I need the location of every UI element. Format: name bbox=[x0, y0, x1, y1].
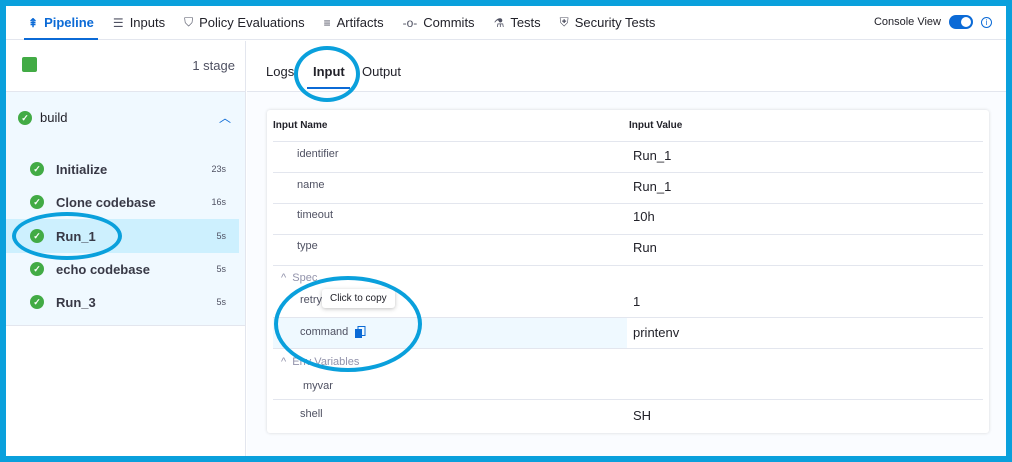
stage-count: 1 stage bbox=[192, 58, 235, 73]
check-circle-icon: ✓ bbox=[30, 162, 44, 176]
input-value: printenv bbox=[633, 325, 680, 340]
stage-header: 1 stage bbox=[6, 41, 245, 92]
tab-label: Tests bbox=[510, 15, 541, 30]
check-circle-icon: ✓ bbox=[30, 195, 44, 209]
flask-icon: ⚗ bbox=[493, 15, 505, 30]
console-view-label: Console View bbox=[873, 16, 941, 28]
tab-label: Security Tests bbox=[574, 15, 656, 30]
shield-check-icon: ⛉ bbox=[184, 15, 194, 29]
input-table: Input Name Input Value identifier Run_1 na… bbox=[267, 110, 989, 433]
console-view-control: Console View i bbox=[874, 15, 992, 29]
stage-build-header[interactable]: ✓ build bbox=[18, 110, 67, 125]
tab-tests[interactable]: ⚗ Tests bbox=[494, 6, 541, 40]
check-circle-icon: ✓ bbox=[30, 262, 44, 276]
step-name: Initialize bbox=[56, 161, 108, 177]
input-name: type bbox=[297, 240, 318, 252]
artifacts-icon: ≡ bbox=[323, 15, 331, 30]
step-echo-codebase[interactable]: ✓ echo codebase 5s bbox=[6, 252, 239, 286]
input-name: timeout bbox=[297, 209, 334, 221]
input-value: Run_1 bbox=[633, 148, 672, 163]
stage-name: build bbox=[40, 110, 68, 125]
step-duration: 23s bbox=[211, 164, 226, 174]
tab-logs[interactable]: Logs bbox=[266, 64, 295, 79]
step-name: Clone codebase bbox=[56, 194, 156, 210]
step-clone-codebase[interactable]: ✓ Clone codebase 16s bbox=[6, 185, 239, 219]
detail-tabs: Logs Input Output bbox=[247, 41, 1006, 92]
input-name: identifier bbox=[297, 148, 339, 160]
group-spec[interactable]: ^ Spec bbox=[281, 272, 317, 284]
table-row: type Run bbox=[273, 240, 983, 266]
console-view-toggle[interactable] bbox=[949, 15, 973, 29]
input-value: 1 bbox=[633, 294, 641, 309]
tab-policy-evaluations[interactable]: ⛉ Policy Evaluations bbox=[184, 6, 305, 40]
input-value: 10h bbox=[633, 209, 655, 224]
stage-build: ✓ build ︿ ✓ Initialize 23s ✓ Clone codebase 1… bbox=[6, 92, 245, 326]
step-name: echo codebase bbox=[56, 261, 150, 277]
tab-commits[interactable]: -o- Commits bbox=[403, 6, 475, 40]
step-duration: 5s bbox=[216, 297, 226, 307]
tab-security-tests[interactable]: ⛨ Security Tests bbox=[560, 6, 656, 40]
step-duration: 5s bbox=[216, 231, 226, 241]
step-initialize[interactable]: ✓ Initialize 23s bbox=[6, 152, 239, 186]
input-value: Run_1 bbox=[633, 179, 672, 194]
chevron-up-icon[interactable]: ︿ bbox=[218, 111, 231, 125]
step-name: Run_3 bbox=[56, 294, 96, 310]
table-row: name Run_1 bbox=[273, 179, 983, 204]
table-row: shell SH bbox=[273, 408, 983, 433]
annotation-circle bbox=[294, 46, 360, 102]
tab-label: Artifacts bbox=[336, 15, 384, 30]
tab-artifacts[interactable]: ≡ Artifacts bbox=[324, 6, 384, 40]
input-name: myvar bbox=[303, 380, 333, 392]
app-window: ⇞ Pipeline ☰ Inputs ⛉ Policy Evaluations ≡ A… bbox=[6, 6, 1006, 456]
step-duration: 5s bbox=[216, 264, 226, 274]
check-circle-icon: ✓ bbox=[18, 110, 32, 125]
check-circle-icon: ✓ bbox=[30, 295, 44, 309]
tab-label: Policy Evaluations bbox=[199, 15, 305, 30]
top-nav: ⇞ Pipeline ☰ Inputs ⛉ Policy Evaluations ≡ A… bbox=[6, 6, 1006, 40]
table-header: Input Name Input Value bbox=[273, 120, 983, 142]
info-icon[interactable]: i bbox=[981, 16, 992, 28]
annotation-circle bbox=[274, 276, 422, 372]
tab-label: Inputs bbox=[129, 15, 166, 30]
annotation-circle bbox=[12, 212, 122, 260]
step-run-3[interactable]: ✓ Run_3 5s bbox=[6, 285, 239, 319]
stage-sidebar: 1 stage ✓ build ︿ ✓ Initialize 23s ✓ Clone c… bbox=[6, 41, 246, 456]
column-header-value: Input Value bbox=[629, 120, 683, 131]
tab-output[interactable]: Output bbox=[362, 64, 402, 79]
chevron-up-icon: ^ bbox=[281, 272, 287, 284]
inputs-icon: ☰ bbox=[112, 15, 124, 30]
pipeline-icon: ⇞ bbox=[28, 15, 39, 30]
tab-inputs[interactable]: ☰ Inputs bbox=[113, 6, 165, 40]
input-name: name bbox=[297, 179, 325, 191]
step-duration: 16s bbox=[211, 197, 226, 207]
table-row: myvar bbox=[273, 380, 983, 400]
security-icon: ⛨ bbox=[559, 15, 569, 29]
input-value: Run bbox=[633, 240, 657, 255]
stage-status-icon bbox=[22, 57, 37, 72]
table-row: timeout 10h bbox=[273, 209, 983, 235]
chevron-up-icon: ^ bbox=[281, 356, 287, 368]
tab-label: Pipeline bbox=[44, 15, 94, 30]
input-value: SH bbox=[633, 408, 652, 423]
group-label: Spec bbox=[292, 272, 318, 284]
tab-pipeline[interactable]: ⇞ Pipeline bbox=[24, 6, 98, 40]
input-name: shell bbox=[300, 408, 323, 420]
column-header-name: Input Name bbox=[273, 120, 328, 131]
table-row: identifier Run_1 bbox=[273, 148, 983, 173]
tab-label: Commits bbox=[423, 15, 475, 30]
commit-icon: -o- bbox=[402, 15, 418, 30]
step-details: Logs Input Output Input Name Input Value … bbox=[247, 41, 1006, 456]
